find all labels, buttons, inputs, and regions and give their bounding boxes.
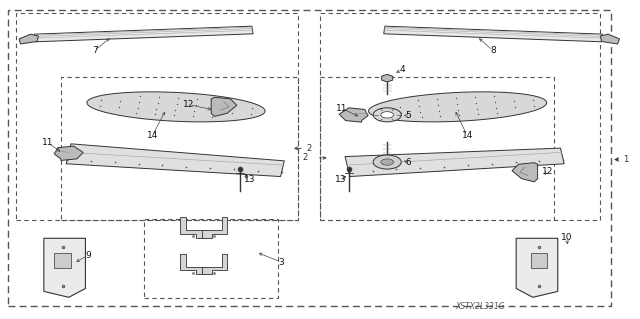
- Text: 9: 9: [86, 251, 91, 260]
- Circle shape: [381, 112, 394, 118]
- Text: 12: 12: [541, 167, 553, 176]
- Text: 13: 13: [244, 175, 255, 184]
- Text: 14: 14: [147, 131, 158, 140]
- Text: 11: 11: [336, 104, 348, 113]
- Polygon shape: [66, 144, 284, 176]
- Polygon shape: [211, 97, 237, 116]
- Polygon shape: [180, 254, 206, 274]
- Polygon shape: [384, 26, 602, 42]
- Polygon shape: [339, 108, 368, 122]
- Polygon shape: [54, 146, 83, 160]
- Text: 10: 10: [561, 233, 572, 242]
- Circle shape: [373, 155, 401, 169]
- Text: 7: 7: [92, 46, 97, 55]
- Text: 14: 14: [461, 131, 473, 140]
- Text: 6: 6: [406, 158, 411, 167]
- Polygon shape: [369, 92, 547, 122]
- Text: 11: 11: [42, 138, 54, 147]
- Polygon shape: [87, 92, 265, 122]
- Polygon shape: [202, 254, 227, 274]
- Text: XSTX2L331G: XSTX2L331G: [455, 302, 505, 311]
- Text: 13: 13: [335, 175, 347, 184]
- Circle shape: [373, 108, 401, 122]
- Text: 5: 5: [406, 111, 411, 120]
- Polygon shape: [202, 217, 227, 238]
- Polygon shape: [516, 238, 558, 297]
- Text: 1: 1: [623, 155, 628, 164]
- Polygon shape: [600, 34, 620, 44]
- Polygon shape: [345, 148, 564, 176]
- Text: 2: 2: [306, 144, 311, 153]
- Polygon shape: [35, 26, 253, 42]
- Polygon shape: [512, 163, 538, 182]
- Circle shape: [381, 159, 394, 165]
- Polygon shape: [531, 253, 547, 268]
- Polygon shape: [54, 253, 71, 268]
- Text: 2: 2: [302, 153, 307, 162]
- Polygon shape: [19, 34, 38, 44]
- Polygon shape: [180, 217, 206, 238]
- Polygon shape: [381, 74, 393, 82]
- Polygon shape: [44, 238, 86, 297]
- Text: 4: 4: [399, 65, 404, 74]
- Text: 8: 8: [490, 46, 495, 55]
- Text: 3: 3: [279, 258, 284, 267]
- Text: 12: 12: [183, 100, 195, 109]
